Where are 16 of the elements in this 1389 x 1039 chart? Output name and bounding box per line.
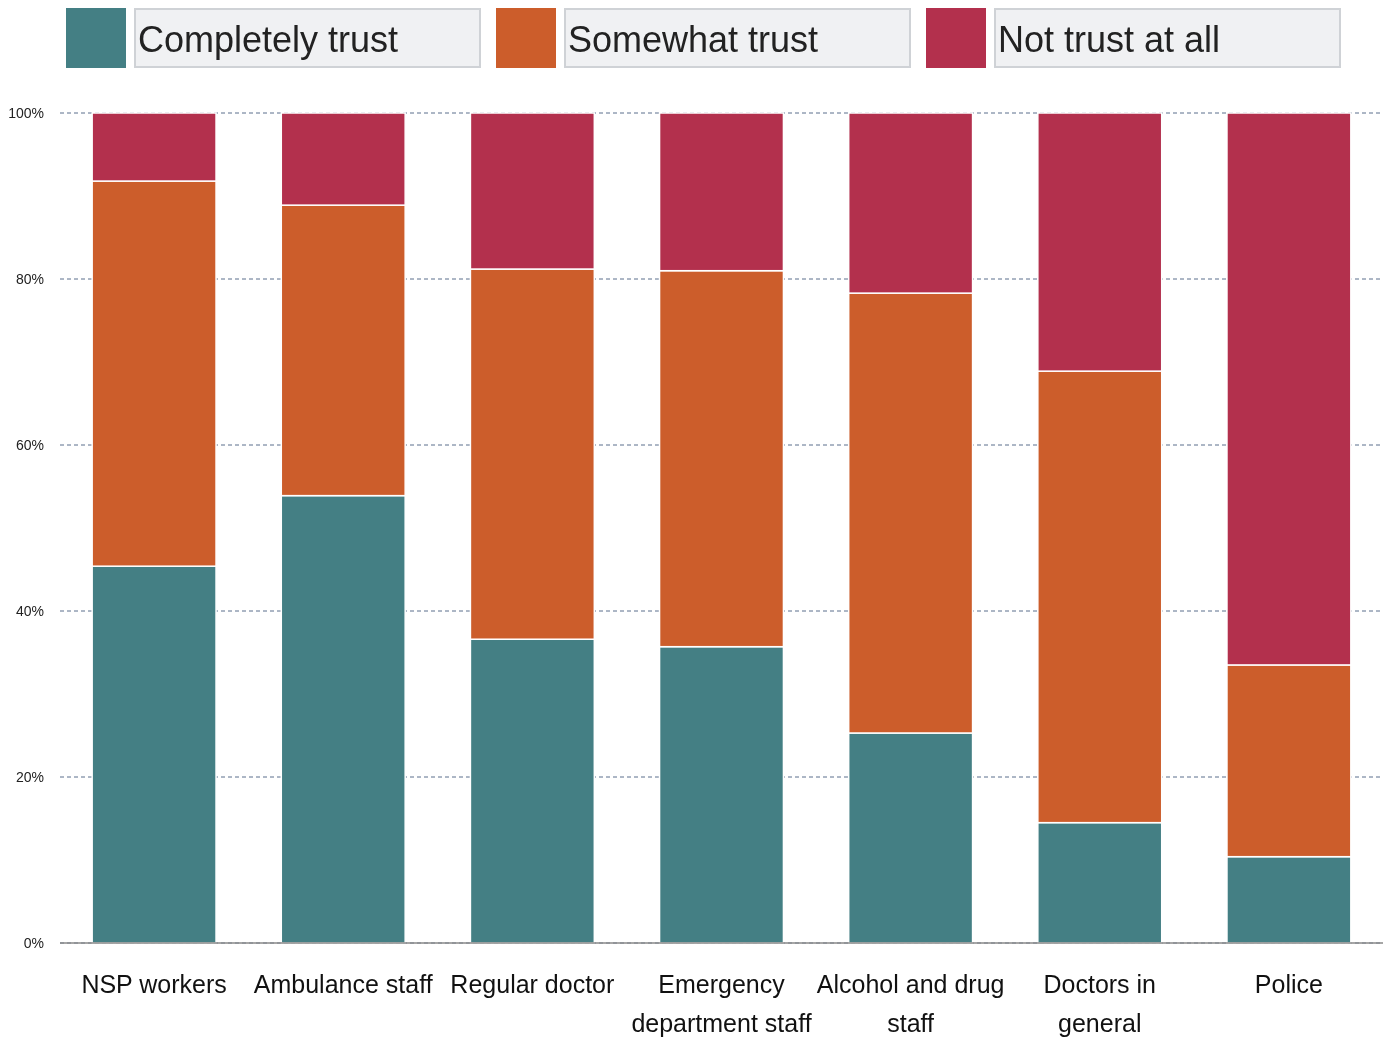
x-tick-label: Ambulance staff: [253, 970, 433, 998]
y-tick-label: 100%: [8, 104, 44, 121]
y-tick-label: 40%: [15, 602, 44, 619]
x-tick-label: Emergency department staff: [631, 970, 812, 1037]
x-tick-label: NSP workers: [81, 970, 227, 998]
x-tick-label: Regular doctor: [450, 970, 615, 998]
y-tick-label: 80%: [15, 270, 44, 287]
y-tick-label: 60%: [15, 436, 44, 453]
legend-label: Somewhat trust: [568, 19, 819, 60]
x-tick-label: Alcohol and drug staff: [816, 970, 1005, 1037]
x-tick-label: Police: [1254, 970, 1323, 998]
y-tick-label: 0%: [23, 934, 44, 951]
legend-label: Completely trust: [138, 19, 399, 60]
legend-label: Not trust at all: [998, 19, 1221, 60]
y-tick-label: 20%: [15, 768, 44, 785]
x-tick-label: Doctors in general: [1043, 970, 1157, 1037]
